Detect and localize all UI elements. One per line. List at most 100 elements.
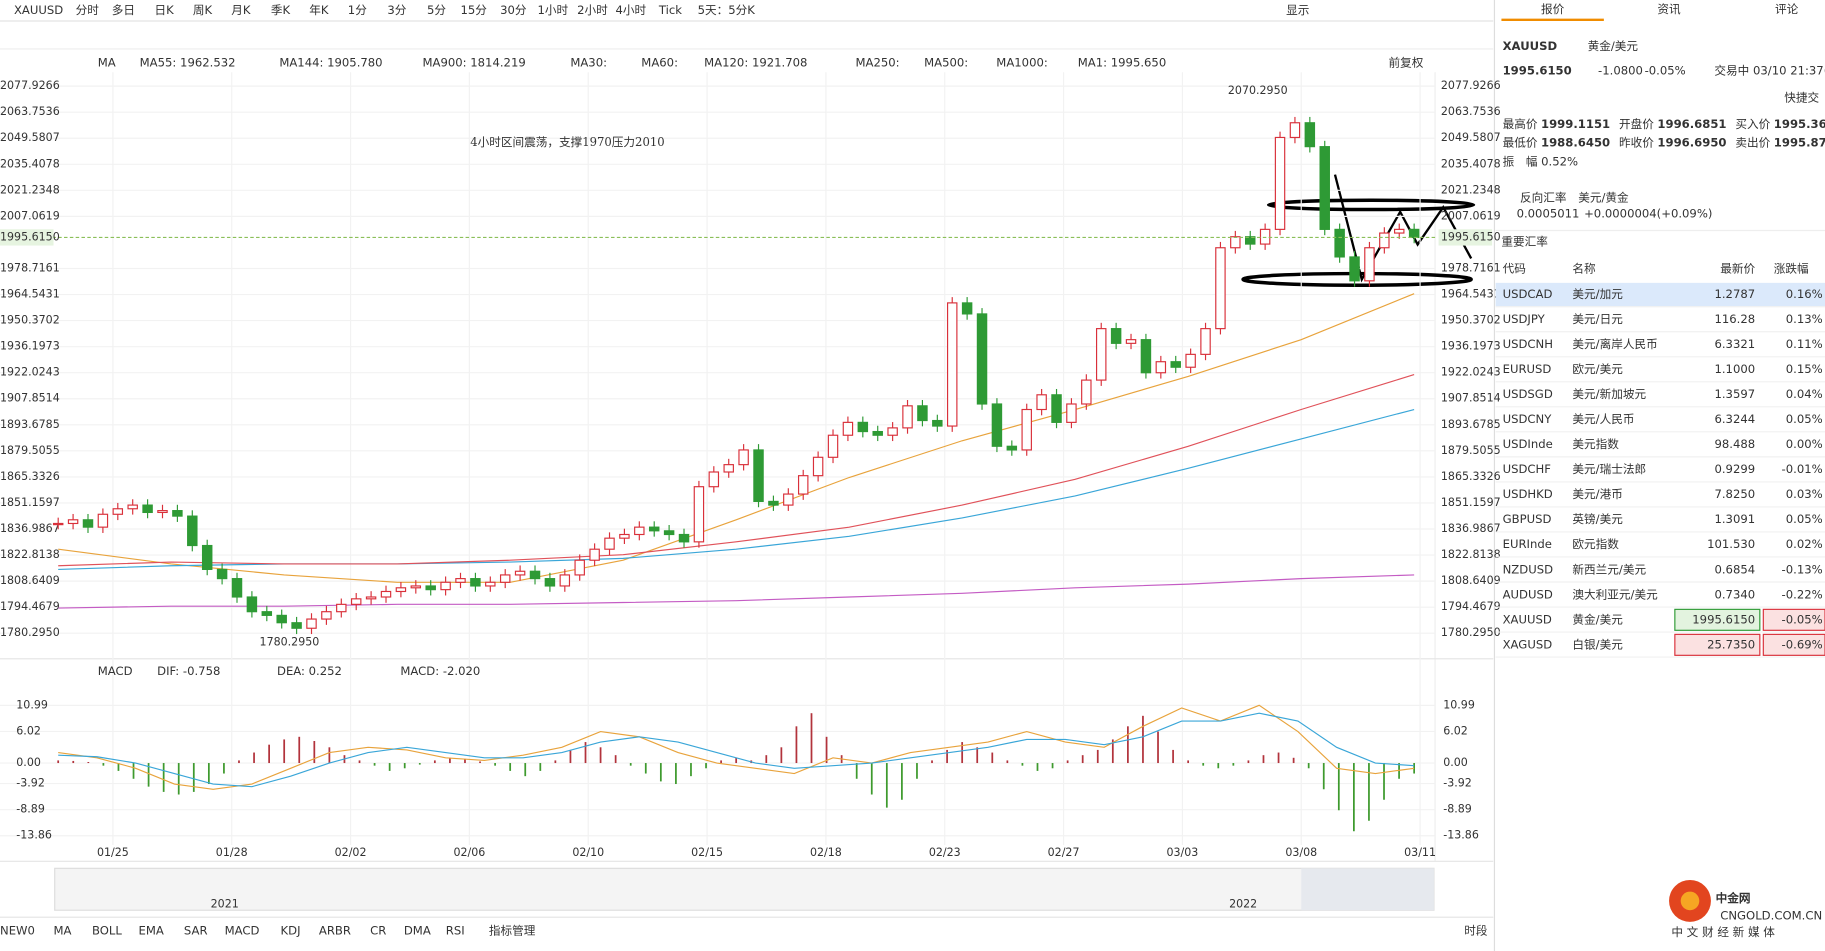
timeframe-tab[interactable]: 周K — [193, 3, 213, 17]
timeframe-tab[interactable]: 日K — [154, 3, 174, 17]
rate-pct: 0.11% — [1786, 337, 1823, 351]
macd-legend: DEA: 0.252 — [277, 664, 342, 678]
candle — [142, 504, 153, 514]
rate-code[interactable]: USDSGD — [1503, 387, 1553, 401]
indicator-tab[interactable]: SAR — [184, 924, 208, 938]
adjust-label[interactable]: 前复权 — [1389, 55, 1424, 69]
indicator-tab[interactable]: DMA — [404, 924, 431, 938]
rate-code[interactable]: USDInde — [1503, 437, 1553, 451]
y-tick-label: 1950.3702 — [0, 314, 60, 327]
stat-label: 开盘价 — [1619, 117, 1654, 131]
x-tick-label: 02/27 — [1048, 846, 1080, 859]
rate-code[interactable]: XAGUSD — [1503, 637, 1553, 651]
rate-code[interactable]: USDHKD — [1503, 487, 1553, 501]
ma-legend-item: MA1000: — [996, 55, 1047, 69]
quick-trade[interactable]: 快捷交 — [1784, 90, 1819, 104]
candle — [1244, 236, 1256, 245]
rate-code[interactable]: USDCHF — [1503, 462, 1552, 476]
y-tick-label: 1964.5431 — [1441, 288, 1501, 301]
navigator[interactable] — [54, 867, 1435, 911]
timeframe-tab[interactable]: 5分 — [427, 3, 446, 17]
candle — [127, 504, 138, 510]
candle — [172, 510, 183, 517]
timeframe-tab[interactable]: 1分 — [348, 3, 367, 17]
indicator-tab[interactable]: NEW0 — [0, 924, 35, 938]
candle — [827, 434, 839, 458]
timeframe-tab[interactable]: Tick — [658, 3, 682, 17]
ma-legend-item: MA1: 1995.650 — [1078, 55, 1166, 69]
side-tab[interactable]: 资讯 — [1657, 2, 1681, 16]
y-tick-label: 1794.4679 — [1441, 600, 1501, 613]
indicator-tab[interactable]: ARBR — [319, 924, 351, 938]
navigator-window[interactable] — [1301, 868, 1434, 911]
candle — [619, 533, 630, 539]
y-tick-label: 1922.0243 — [0, 366, 60, 379]
rate-name: 欧元指数 — [1572, 537, 1619, 551]
rate-name: 新西兰元/美元 — [1572, 562, 1646, 576]
y-tick-label: 1893.6785 — [0, 418, 60, 431]
timeframe-tab[interactable]: 1小时 — [538, 3, 569, 17]
candle — [440, 581, 451, 591]
y-tick-label: 2035.4078 — [0, 157, 60, 170]
session-button[interactable]: 时段 — [1464, 924, 1488, 938]
candle — [693, 486, 705, 543]
rate-code[interactable]: GBPUSD — [1503, 512, 1552, 526]
y-tick-label: -3.92 — [16, 777, 45, 790]
rate-code[interactable]: AUDUSD — [1503, 587, 1553, 601]
rate-pct: -0.05% — [1782, 612, 1823, 626]
timeframe-tab[interactable]: 3分 — [387, 3, 406, 17]
rate-name: 欧元/美元 — [1572, 362, 1623, 376]
macd-line — [58, 712, 1415, 788]
timeframe-tab[interactable]: 多日 — [112, 3, 135, 17]
timeframe-tab[interactable]: 30分 — [500, 3, 527, 17]
candle — [1215, 247, 1226, 330]
y-tick-label: -3.92 — [1443, 777, 1472, 790]
x-tick-label: 01/28 — [216, 846, 248, 859]
rate-pct: 0.05% — [1786, 412, 1823, 426]
candle — [1304, 122, 1316, 148]
y-tick-label: 1936.1973 — [1441, 340, 1501, 353]
indicator-tab[interactable]: MA — [54, 924, 72, 938]
rate-price: 98.488 — [1714, 437, 1755, 451]
y-tick-label: -8.89 — [1443, 803, 1472, 816]
rate-code[interactable]: USDCNY — [1503, 412, 1553, 426]
rate-code[interactable]: NZDUSD — [1503, 562, 1553, 576]
timeframe-tab[interactable]: 2小时 — [577, 3, 608, 17]
candle — [1155, 361, 1167, 374]
indicator-tab[interactable]: 指标管理 — [489, 924, 536, 938]
stat-value: 1995.360 — [1774, 117, 1825, 131]
indicator-tab[interactable]: KDJ — [281, 924, 301, 938]
rate-code[interactable]: USDJPY — [1503, 312, 1546, 326]
timeframe-tab[interactable]: 15分 — [460, 3, 487, 17]
timeframe-tab[interactable]: 4小时 — [616, 3, 647, 17]
high-label: 2070.2950 — [1228, 84, 1288, 97]
timeframe-tab[interactable]: 季K — [271, 3, 291, 17]
candle — [812, 456, 824, 477]
indicator-tab[interactable]: MACD — [225, 924, 260, 938]
rate-code[interactable]: USDCNH — [1503, 337, 1553, 351]
timeframe-tab[interactable]: 5天：5分K — [698, 3, 756, 17]
indicator-tab[interactable]: CR — [370, 924, 386, 938]
indicator-tab[interactable]: RSI — [446, 924, 465, 938]
rate-code[interactable]: EURUSD — [1503, 362, 1552, 376]
rate-code[interactable]: EURInde — [1503, 537, 1552, 551]
side-symbol: XAUUSD — [1503, 39, 1558, 53]
candle — [1349, 256, 1360, 282]
y-tick-label: 2049.5807 — [0, 131, 60, 144]
display-menu[interactable]: 显示 — [1286, 3, 1309, 17]
side-tab[interactable]: 报价 — [1541, 2, 1565, 16]
timeframe-tab[interactable]: 年K — [309, 3, 329, 17]
rate-code[interactable]: USDCAD — [1503, 287, 1553, 301]
indicator-tab[interactable]: EMA — [139, 924, 164, 938]
candle — [231, 578, 243, 598]
x-tick-label: 02/02 — [335, 846, 367, 859]
indicator-tab[interactable]: BOLL — [92, 924, 122, 938]
side-tab[interactable]: 评论 — [1775, 2, 1799, 16]
table-header: 涨跌幅 — [1774, 261, 1809, 275]
candle — [663, 530, 675, 536]
rate-code[interactable]: XAUUSD — [1503, 612, 1552, 626]
y-tick-label: 2021.2348 — [0, 183, 60, 196]
timeframe-tab[interactable]: 分时 — [76, 3, 100, 17]
candle — [1051, 394, 1062, 423]
timeframe-tab[interactable]: 月K — [231, 3, 251, 17]
